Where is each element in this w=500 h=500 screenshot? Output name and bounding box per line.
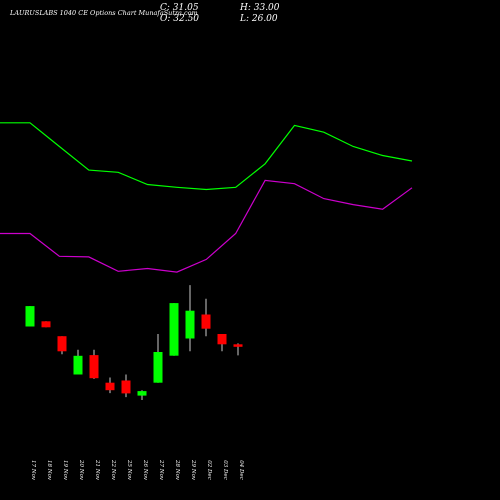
candle-body — [153, 352, 163, 383]
upper-band-line — [0, 122, 413, 191]
open-value: O: 32.50 — [160, 14, 200, 24]
candle-body — [233, 344, 243, 347]
x-tick-label: 21 Nov — [94, 459, 100, 481]
candle-body — [137, 391, 147, 396]
close-value: C: 31.05 — [160, 3, 199, 13]
x-tick-label: 29 Nov — [190, 459, 196, 481]
candle-body — [89, 355, 99, 379]
candle-body — [105, 382, 115, 391]
candles — [25, 285, 243, 400]
x-tick-label: 04 Dec — [238, 460, 244, 480]
candle — [217, 334, 227, 352]
x-axis-labels: 17 Nov 18 Nov 19 Nov 20 Nov 21 Nov 22 Nov 25 N… — [30, 459, 244, 481]
x-tick-label: 17 Nov — [30, 460, 36, 481]
candle-body — [169, 303, 179, 356]
candle-body — [57, 336, 67, 352]
x-tick-label: 02 Dec — [206, 460, 212, 480]
x-tick-label: 22 Nov — [110, 459, 116, 481]
high-value: H: 33.00 — [240, 3, 280, 13]
x-tick-label: 25 Nov — [126, 459, 132, 481]
low-value: L: 26.00 — [240, 14, 278, 24]
candle-body — [25, 306, 35, 327]
lower-band-line — [0, 179, 413, 273]
x-tick-label: 19 Nov — [62, 460, 68, 481]
candle-body — [185, 310, 195, 339]
candle — [57, 336, 67, 355]
candle-body — [201, 314, 211, 329]
candle — [137, 390, 147, 400]
candle — [89, 349, 99, 379]
candle — [233, 343, 243, 356]
candle — [41, 321, 51, 328]
chart-title: LAURUSLABS 1040 CE Options Chart MunafaS… — [10, 9, 198, 17]
candle — [25, 306, 35, 327]
candle — [105, 377, 115, 394]
x-tick-label: 27 Nov — [158, 459, 164, 481]
x-tick-label: 18 Nov — [46, 460, 52, 481]
x-tick-label: 28 Nov — [174, 459, 180, 481]
x-tick-label: 20 Nov — [78, 459, 84, 481]
candle-body — [121, 380, 131, 394]
indicator-lines — [0, 122, 413, 273]
candle — [121, 374, 131, 398]
candle — [185, 285, 195, 352]
candle-body — [217, 334, 227, 345]
x-tick-label: 03 Dec — [222, 460, 228, 480]
candle-body — [41, 321, 51, 328]
candle — [73, 349, 83, 375]
candle-body — [73, 355, 83, 375]
x-tick-label: 26 Nov — [142, 459, 148, 481]
candle — [169, 303, 179, 356]
candle — [153, 334, 163, 383]
candle — [201, 298, 211, 337]
